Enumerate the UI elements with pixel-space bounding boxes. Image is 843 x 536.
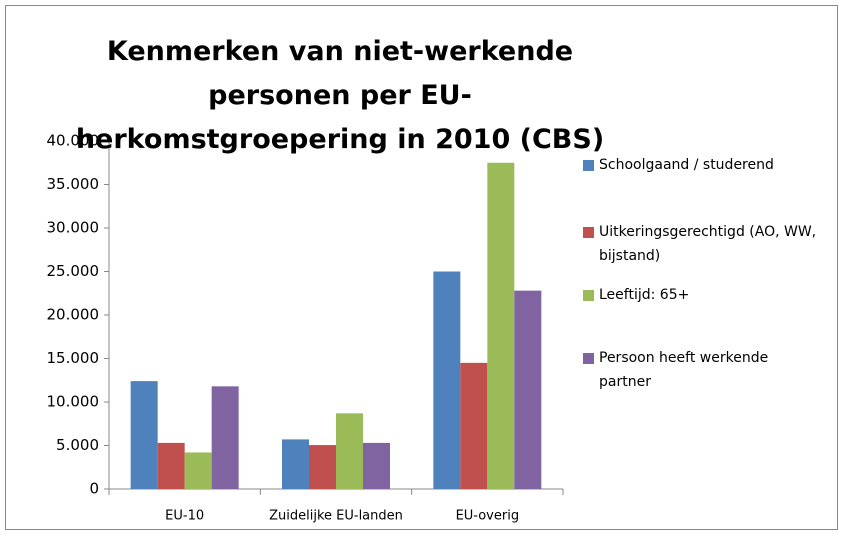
bar bbox=[336, 413, 363, 489]
legend-swatch bbox=[583, 353, 594, 364]
legend-swatch bbox=[583, 290, 594, 301]
bar bbox=[282, 439, 309, 489]
legend-label: Persoon heeft werkende partner bbox=[599, 350, 769, 390]
y-tick-label: 20.000 bbox=[47, 306, 100, 324]
bar bbox=[487, 162, 515, 489]
y-tick-label: 30.000 bbox=[47, 219, 100, 237]
y-tick-label: 35.000 bbox=[47, 175, 100, 193]
bar bbox=[211, 386, 239, 489]
legend-entry: Uitkeringsgerechtigd (AO, WW, bijstand) bbox=[583, 220, 823, 268]
bar bbox=[130, 381, 158, 489]
legend-entry: Schoolgaand / studerend bbox=[583, 153, 823, 177]
legend-label: Leeftijd: 65+ bbox=[599, 287, 690, 303]
bar bbox=[514, 290, 542, 489]
y-tick-label: 10.000 bbox=[47, 393, 100, 411]
y-tick-label: 40.000 bbox=[47, 132, 100, 150]
x-tick-label: EU-10 bbox=[165, 509, 204, 524]
bar bbox=[309, 445, 336, 489]
legend-label: Uitkeringsgerechtigd (AO, WW, bijstand) bbox=[599, 224, 817, 264]
legend-entry: Persoon heeft werkende partner bbox=[583, 346, 823, 394]
y-tick-label: 15.000 bbox=[47, 349, 100, 367]
bar bbox=[363, 442, 390, 489]
y-tick-label: 25.000 bbox=[47, 262, 100, 280]
x-tick-label: EU-overig bbox=[456, 509, 520, 524]
legend-swatch bbox=[583, 227, 594, 238]
bar bbox=[184, 452, 212, 489]
bar bbox=[157, 442, 185, 489]
y-tick-label: 5.000 bbox=[56, 436, 99, 454]
x-tick-label: Zuidelijke EU-landen bbox=[269, 509, 403, 524]
legend-entry: Leeftijd: 65+ bbox=[583, 283, 823, 307]
bar bbox=[433, 271, 461, 489]
y-tick-label: 0 bbox=[89, 480, 99, 498]
legend-label: Schoolgaand / studerend bbox=[599, 157, 774, 173]
chart-title: Kenmerken van niet-werkende personen per… bbox=[75, 36, 605, 155]
chart-frame bbox=[5, 5, 838, 530]
bar bbox=[460, 362, 488, 489]
legend-swatch bbox=[583, 160, 594, 171]
